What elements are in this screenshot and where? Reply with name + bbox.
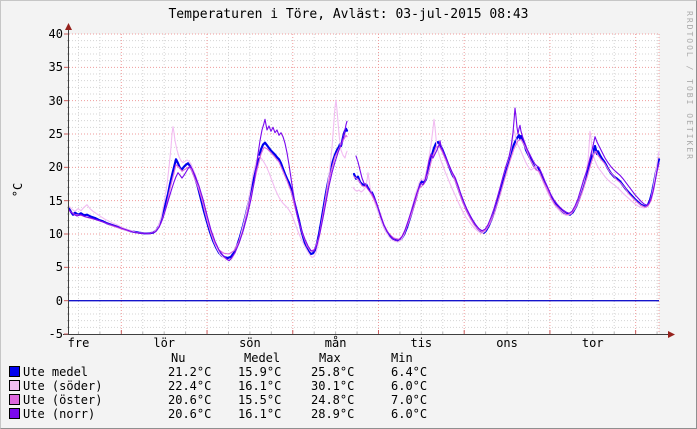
legend-row-label: Ute medel (23, 365, 89, 379)
y-axis-arrow-icon (65, 23, 72, 30)
legend-value: 15.5°C (238, 393, 282, 407)
x-day-label-sön: sön (239, 336, 261, 350)
x-day-label-tis: tis (410, 336, 433, 350)
series-line-ute-norr- (68, 118, 348, 262)
x-day-label-mån: mån (324, 336, 347, 350)
legend-swatch-icon (9, 366, 20, 377)
x-axis-arrow-icon (668, 331, 675, 338)
graph-title: Temperaturen i Töre, Avläst: 03-jul-2015… (168, 7, 529, 22)
y-tick-label: 0 (55, 293, 63, 308)
y-tick-label: 15 (48, 193, 63, 208)
legend-value: 28.9°C (311, 407, 355, 421)
legend-value: 7.0°C (391, 393, 428, 407)
legend-value: 20.6°C (168, 407, 212, 421)
legend-value: 21.2°C (168, 365, 212, 379)
legend-row-label: Ute (norr) (23, 407, 96, 421)
legend-value: 6.0°C (391, 407, 428, 421)
x-day-label-ons: ons (496, 336, 518, 350)
legend-col-header-nu: Nu (171, 351, 186, 365)
y-tick-label: 40 (48, 27, 63, 41)
legend-value: 6.4°C (391, 365, 428, 379)
y-tick-label: 10 (48, 227, 63, 241)
y-tick-label: -5 (48, 327, 63, 341)
series-line-ute-ster- (353, 138, 660, 240)
legend-swatch-icon (9, 408, 20, 419)
legend-value: 22.4°C (168, 379, 212, 393)
x-day-label-tor: tor (581, 336, 604, 350)
y-tick-label: 25 (48, 127, 63, 141)
legend-col-header-medel: Medel (244, 351, 281, 365)
legend-value: 25.8°C (311, 365, 355, 379)
legend-value: 6.0°C (391, 379, 428, 393)
x-day-label-fre: fre (67, 336, 90, 350)
legend-col-header-min: Min (391, 351, 413, 365)
rrdtool-watermark: RRDTOOL / TOBI OETIKER (685, 11, 694, 161)
y-tick-label: 30 (48, 93, 63, 108)
legend-row-label: Ute (öster) (23, 393, 103, 407)
series-line-ute-norr- (355, 107, 660, 241)
y-tick-label: 35 (48, 60, 63, 75)
legend-row-label: Ute (söder) (23, 379, 103, 393)
y-tick-label: 5 (55, 260, 63, 275)
x-day-label-lör: lör (153, 336, 176, 350)
legend-col-header-max: Max (319, 351, 341, 365)
legend-value: 15.9°C (238, 365, 282, 379)
y-tick-label: 20 (48, 160, 63, 175)
legend-swatch-icon (9, 394, 20, 405)
legend-value: 16.1°C (238, 379, 282, 393)
legend-value: 20.6°C (168, 393, 212, 407)
legend-swatch-icon (9, 380, 20, 391)
legend-value: 30.1°C (311, 379, 355, 393)
legend-value: 24.8°C (311, 393, 355, 407)
legend-value: 16.1°C (238, 407, 282, 421)
